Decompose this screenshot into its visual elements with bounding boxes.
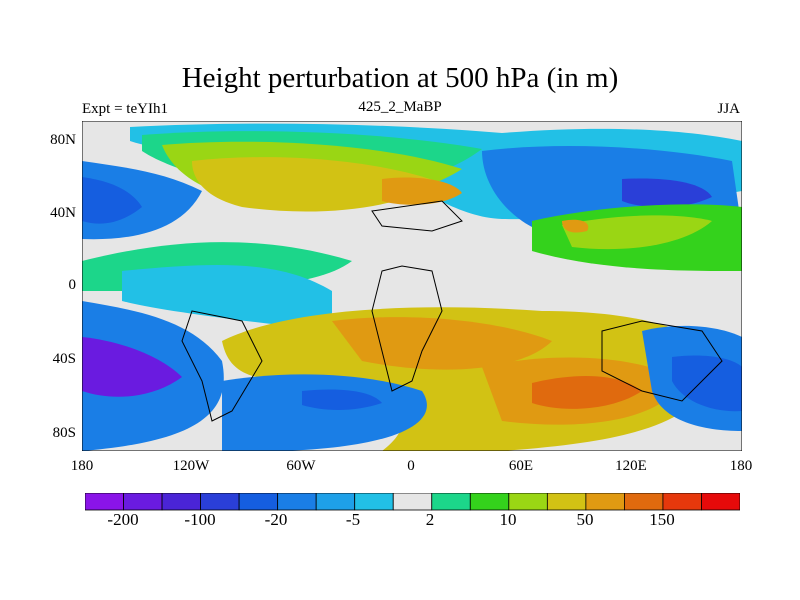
lon-tick-60w: 60W — [286, 458, 316, 474]
colorbar-swatch — [662, 493, 702, 511]
lon-tick-180e: 180 — [729, 458, 753, 474]
colorbar-swatch — [431, 493, 471, 511]
coastline-africa — [371, 265, 443, 392]
lat-tick-40n: 40N — [50, 205, 76, 221]
colorbar-label-2: -100 — [184, 510, 216, 529]
lon-tick-120w: 120W — [172, 458, 210, 474]
contour-cyan-mid — [122, 265, 332, 331]
colorbar-swatch — [123, 493, 163, 511]
colorbar-swatch — [354, 493, 394, 511]
contour-darkblue-se — [672, 355, 742, 412]
contour-yellow-ne — [562, 215, 712, 250]
colorbar-swatch — [315, 493, 356, 511]
lat-tick-80s: 80S — [52, 425, 76, 441]
contour-purple-sw — [82, 337, 182, 397]
colorbar-swatch — [701, 493, 740, 511]
lon-tick-0: 0 — [407, 458, 415, 474]
coastline-south-america — [181, 310, 263, 422]
coastline-europe — [371, 200, 463, 232]
contour-gold-north — [192, 157, 442, 212]
colorbar-swatch — [508, 493, 548, 511]
contour-orange-s — [332, 317, 552, 370]
colorbar-label-7: 50 — [576, 510, 594, 529]
colorbar-label-1: -200 — [107, 510, 139, 529]
lon-tick-60e: 60E — [508, 458, 534, 474]
season-label: JJA — [717, 101, 740, 117]
chart-title: Height perturbation at 500 hPa (in m) — [181, 62, 619, 94]
lat-tick-80n: 80N — [50, 132, 76, 148]
contour-darkblue-ne — [622, 178, 712, 208]
colorbar-swatch — [238, 493, 279, 511]
colorbar-label-3: -20 — [264, 510, 288, 529]
contour-map — [82, 121, 742, 451]
lat-tick-40s: 40S — [52, 351, 76, 367]
colorbar-swatch — [161, 493, 201, 511]
colorbar-swatch — [392, 493, 433, 511]
colorbar-swatch — [277, 493, 317, 511]
colorbar-label-5: 2 — [425, 510, 435, 529]
colorbar-swatch — [85, 493, 124, 511]
colorbar-swatch — [624, 493, 664, 511]
colorbar-label-4: -5 — [345, 510, 361, 529]
lon-tick-120e: 120E — [615, 458, 647, 474]
colorbar-label-6: 10 — [499, 510, 517, 529]
colorbar-swatch — [546, 493, 587, 511]
colorbar-label-8: 150 — [649, 510, 675, 529]
colorbar — [85, 493, 740, 511]
experiment-label: Expt = teYIh1 — [82, 101, 168, 117]
contour-orange-north — [382, 177, 462, 205]
colorbar-swatch — [200, 493, 240, 511]
coastline-australia — [601, 320, 723, 402]
run-label: 425_2_MaBP — [358, 99, 442, 115]
lat-tick-eq: 0 — [68, 277, 77, 293]
colorbar-swatch — [585, 493, 625, 511]
lon-tick-180w: 180 — [70, 458, 94, 474]
contour-blue-s — [222, 374, 427, 451]
colorbar-swatch — [469, 493, 510, 511]
contour-red-se — [532, 376, 642, 409]
contour-darkblue-nw — [82, 177, 142, 224]
contour-orange-ne — [562, 219, 589, 233]
contour-darkblue-s — [302, 389, 382, 410]
